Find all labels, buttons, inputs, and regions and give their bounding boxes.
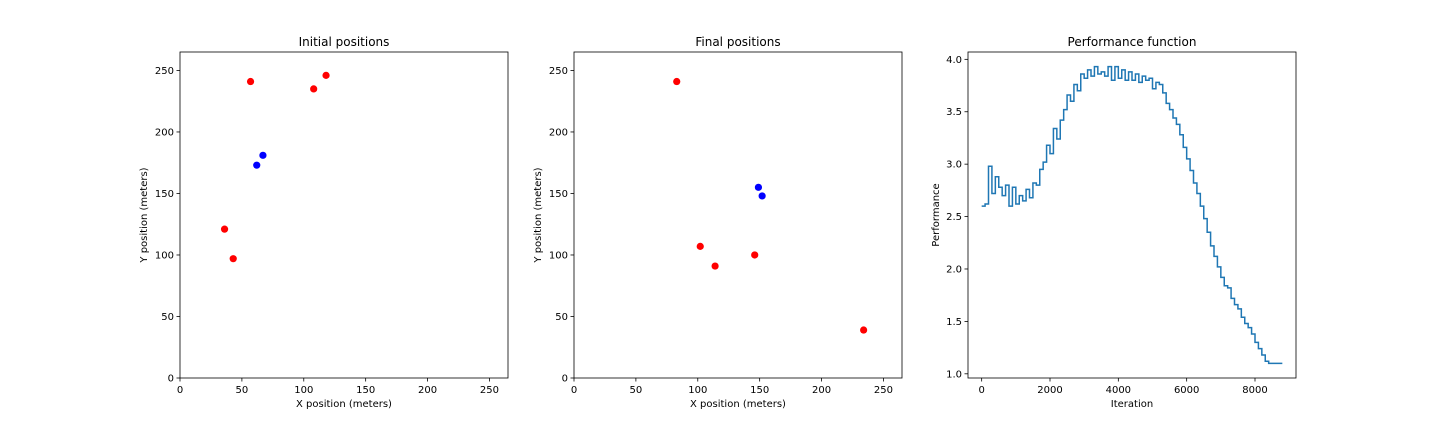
performance-ticks: 0 2000 4000 6000 8000 1.0 1.5 2.0 2.5 3.0 3.5 4.0 [946, 55, 1268, 396]
performance-xtick-label: 6000 [1174, 385, 1199, 396]
initial-positions-point [246, 77, 255, 86]
performance-xlabel: Iteration [1111, 399, 1153, 410]
initial-positions-panel: 0 50 100 150 200 250 0 50 100 150 200 250 Initial p… [139, 35, 509, 410]
final-positions-xtick-label: 150 [750, 385, 769, 396]
final-positions-point [758, 192, 766, 200]
initial-positions-xtick-label: 200 [418, 385, 437, 396]
initial-positions-ytick-label: 0 [168, 374, 174, 385]
performance-xtick-label: 4000 [1106, 385, 1131, 396]
performance-ytick-label: 2.5 [946, 212, 962, 223]
initial-positions-xtick-label: 250 [480, 385, 499, 396]
final-positions-point [860, 326, 868, 334]
initial-positions-xtick-label: 150 [356, 385, 375, 396]
initial-positions-ytick-label: 150 [155, 189, 174, 200]
final-positions-ytick-label: 200 [549, 127, 568, 138]
final-positions-panel: 0 50 100 150 200 250 0 50 100 150 200 250 Final pos… [533, 35, 903, 410]
final-positions-ytick-label: 100 [549, 250, 568, 261]
performance-title: Performance function [1068, 35, 1197, 49]
final-positions-point [673, 77, 681, 86]
initial-positions-point [229, 255, 237, 263]
final-positions-xtick-label: 100 [688, 385, 707, 396]
final-positions-point [696, 242, 704, 250]
final-positions-title: Final positions [695, 35, 780, 49]
performance-series-line [981, 65, 1283, 365]
performance-xtick-label: 2000 [1037, 385, 1062, 396]
performance-marks [981, 65, 1283, 365]
final-positions-point [754, 183, 763, 191]
performance-ytick-label: 2.0 [946, 264, 962, 275]
performance-ylabel: Performance [931, 183, 942, 246]
initial-positions-xtick-label: 0 [177, 385, 183, 396]
performance-ytick-label: 1.5 [946, 317, 962, 328]
initial-positions-xlabel: X position (meters) [296, 399, 392, 410]
final-positions-ytick-label: 250 [549, 66, 568, 77]
final-positions-point [751, 251, 759, 259]
final-positions-ytick-label: 0 [562, 374, 568, 385]
final-positions-xtick-label: 250 [874, 385, 893, 396]
initial-positions-marks [220, 71, 330, 263]
performance-ytick-label: 4.0 [946, 55, 962, 66]
initial-positions-point [322, 71, 330, 79]
performance-ytick-label: 3.5 [946, 107, 962, 118]
final-positions-marks [673, 77, 868, 334]
initial-positions-ylabel: Y position (meters) [139, 167, 150, 263]
final-positions-ylabel: Y position (meters) [533, 167, 544, 263]
initial-positions-xtick-label: 50 [236, 385, 249, 396]
initial-positions-title: Initial positions [299, 35, 390, 49]
initial-positions-point [253, 161, 261, 169]
final-positions-xtick-label: 0 [571, 385, 577, 396]
initial-positions-ytick-label: 250 [155, 66, 174, 77]
performance-ytick-label: 1.0 [946, 369, 962, 380]
initial-positions-point [310, 85, 318, 93]
final-positions-point [711, 262, 719, 270]
initial-positions-point [220, 225, 229, 233]
initial-positions-xtick-label: 100 [294, 385, 313, 396]
final-positions-xlabel: X position (meters) [690, 399, 786, 410]
initial-positions-ytick-label: 50 [161, 312, 174, 323]
initial-positions-axes [179, 51, 509, 379]
initial-positions-ytick-label: 200 [155, 127, 174, 138]
performance-ytick-label: 3.0 [946, 160, 962, 171]
final-positions-ticks: 0 50 100 150 200 250 0 50 100 150 200 250 [549, 66, 893, 396]
final-positions-ytick-label: 150 [549, 189, 568, 200]
final-positions-ytick-label: 50 [555, 312, 568, 323]
initial-positions-ytick-label: 100 [155, 250, 174, 261]
performance-axes [967, 51, 1297, 379]
final-positions-xtick-label: 200 [812, 385, 831, 396]
initial-positions-ticks: 0 50 100 150 200 250 0 50 100 150 200 250 [155, 66, 499, 396]
performance-xtick-label: 8000 [1242, 385, 1267, 396]
initial-positions-point [259, 151, 267, 159]
final-positions-xtick-label: 50 [630, 385, 643, 396]
performance-panel: 0 2000 4000 6000 8000 1.0 1.5 2.0 2.5 3.0 3.5 4.0 P… [931, 35, 1297, 410]
final-positions-axes [573, 51, 903, 379]
performance-xtick-label: 0 [978, 385, 984, 396]
